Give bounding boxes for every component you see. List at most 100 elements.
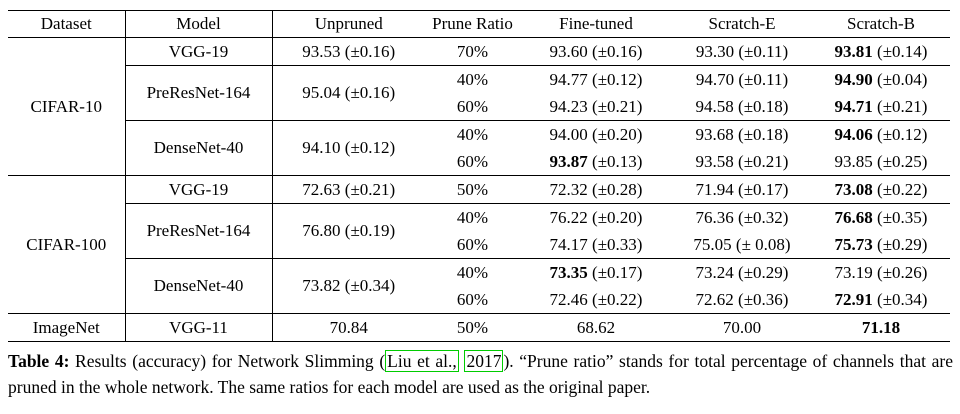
scratch-e-cell: 72.62 (±0.36) (672, 286, 812, 314)
table-row: ImageNet VGG-11 70.84 50% 68.62 70.00 71… (8, 313, 950, 342)
table-row: 60% 94.23 (±0.21) 94.58 (±0.18) 94.71 (±… (8, 93, 950, 121)
accuracy-mean: 94.70 (695, 69, 735, 89)
accuracy-std: (±0.11) (738, 69, 789, 89)
accuracy-std: (±0.29) (877, 234, 928, 254)
prune-ratio-cell: 70% (425, 37, 520, 66)
model-cell: DenseNet-40 (125, 258, 273, 314)
scratch-e-cell: 73.24 (±0.29) (672, 259, 812, 287)
header-fine-tuned: Fine-tuned (520, 10, 672, 38)
accuracy-mean: 74.17 (549, 234, 588, 254)
table-row: PreResNet-164 95.04 (±0.16) 40% 94.77 (±… (8, 65, 950, 121)
accuracy-mean: 94.23 (549, 96, 588, 116)
table-row: 60% 93.87 (±0.13) 93.58 (±0.21) 93.85 (±… (8, 148, 950, 176)
table-row: CIFAR-100 VGG-19 72.63 (±0.21) 50% 72.32… (8, 175, 950, 314)
accuracy-std: (±0.22) (877, 179, 928, 199)
accuracy-std: (±0.21) (738, 151, 789, 171)
accuracy-mean: 93.87 (549, 151, 588, 171)
scratch-e-cell: 93.30 (±0.11) (672, 37, 812, 66)
fine-tuned-cell: 76.22 (±0.20) (520, 204, 672, 232)
accuracy-std: (±0.28) (592, 179, 643, 199)
accuracy-mean: 93.30 (695, 41, 735, 61)
model-cell: VGG-19 (125, 37, 273, 66)
table-row: 60% 74.17 (±0.33) 75.05 (± 0.08) 75.73 (… (8, 231, 950, 259)
accuracy-mean: 93.60 (549, 41, 588, 61)
model-cell: VGG-19 (125, 175, 273, 204)
accuracy-mean: 72.46 (549, 289, 588, 309)
accuracy-std: (±0.04) (877, 69, 928, 89)
prune-ratio-cell: 60% (425, 286, 520, 314)
prune-ratio-cell: 40% (456, 207, 489, 227)
accuracy-std: (±0.34) (877, 289, 928, 309)
results-table: Dataset Model Unpruned Prune Ratio Fine-… (8, 10, 950, 342)
fine-tuned-cell: 72.32 (±0.28) (520, 175, 672, 204)
accuracy-mean: 75.05 (693, 234, 732, 254)
caption-text-pre: Results (accuracy) for Network Slimming … (69, 351, 386, 371)
unpruned-cell: 94.10 (±0.12) (272, 120, 425, 176)
caption-text-post: ). “Prune ratio” stands for total percen… (8, 351, 953, 397)
accuracy-mean: 94.00 (549, 124, 588, 144)
accuracy-std: (±0.17) (738, 179, 789, 199)
accuracy-std: (±0.18) (738, 96, 789, 116)
accuracy-mean: 94.71 (834, 96, 873, 116)
accuracy-mean: 68.62 (576, 317, 616, 337)
prune-ratio-cell: 60% (425, 231, 520, 259)
scratch-b-cell: 76.68 (±0.35) (812, 204, 950, 232)
unpruned-cell: 70.84 (272, 313, 425, 342)
scratch-b-cell: 72.91 (±0.34) (812, 286, 950, 314)
accuracy-mean: 94.90 (834, 69, 873, 89)
fine-tuned-cell: 68.62 (520, 313, 672, 342)
citation-link-author[interactable]: Liu et al., (385, 350, 459, 372)
prune-ratio-cell: 40% (456, 262, 489, 282)
scratch-e-cell: 93.58 (±0.21) (672, 148, 812, 176)
accuracy-mean: 70.00 (722, 317, 762, 337)
accuracy-std: (±0.32) (738, 207, 789, 227)
scratch-e-cell: 94.70 (±0.11) (672, 66, 812, 94)
accuracy-mean: 71.18 (861, 317, 901, 337)
model-cell: DenseNet-40 (125, 120, 273, 176)
caption-label: Table 4: (8, 351, 70, 371)
header-prune-ratio: Prune Ratio (425, 10, 520, 38)
accuracy-std: (±0.12) (592, 69, 643, 89)
accuracy-std: (±0.14) (877, 41, 928, 61)
accuracy-std: (±0.21) (877, 96, 928, 116)
accuracy-mean: 72.32 (549, 179, 588, 199)
model-cell: PreResNet-164 (125, 65, 273, 121)
scratch-b-cell: 94.71 (±0.21) (812, 93, 950, 121)
scratch-b-cell: 93.85 (±0.25) (812, 148, 950, 176)
accuracy-std: (±0.13) (592, 151, 643, 171)
table-caption: Table 4: Results (accuracy) for Network … (8, 349, 953, 400)
scratch-b-cell: 94.90 (±0.04) (812, 66, 950, 94)
table-header-row: Dataset Model Unpruned Prune Ratio Fine-… (8, 10, 950, 38)
scratch-b-cell: 75.73 (±0.29) (812, 231, 950, 259)
accuracy-std: (±0.36) (738, 289, 789, 309)
accuracy-std: (±0.20) (592, 124, 643, 144)
accuracy-std: (±0.26) (877, 262, 928, 282)
accuracy-mean: 94.77 (549, 69, 588, 89)
scratch-e-cell: 94.58 (±0.18) (672, 93, 812, 121)
table-row: PreResNet-164 76.80 (±0.19) 40% 76.22 (±… (8, 203, 950, 259)
unpruned-cell: 73.82 (±0.34) (272, 258, 425, 314)
scratch-e-cell: 70.00 (672, 313, 812, 342)
unpruned-cell: 76.80 (±0.19) (272, 203, 425, 259)
model-cell: PreResNet-164 (125, 203, 273, 259)
unpruned-cell: 95.04 (±0.16) (272, 65, 425, 121)
prune-ratio-cell: 40% (456, 124, 489, 144)
scratch-b-cell: 71.18 (812, 313, 950, 342)
citation-link-year[interactable]: 2017 (464, 350, 504, 372)
fine-tuned-cell: 72.46 (±0.22) (520, 286, 672, 314)
scratch-b-cell: 73.19 (±0.26) (812, 259, 950, 287)
accuracy-std: (±0.12) (877, 124, 928, 144)
prune-ratio-cell: 50% (425, 175, 520, 204)
unpruned-cell: 72.63 (±0.21) (272, 175, 425, 204)
scratch-e-cell: 71.94 (±0.17) (672, 175, 812, 204)
prune-ratio-cell: 50% (425, 313, 520, 342)
accuracy-std: (±0.35) (877, 207, 928, 227)
accuracy-std: (±0.21) (592, 96, 643, 116)
accuracy-std: (±0.22) (592, 289, 643, 309)
model-cell: VGG-11 (125, 313, 273, 342)
accuracy-std: (±0.17) (592, 262, 643, 282)
header-scratch-e: Scratch-E (672, 10, 812, 38)
accuracy-mean: 73.35 (549, 262, 588, 282)
accuracy-std: (±0.18) (738, 124, 789, 144)
